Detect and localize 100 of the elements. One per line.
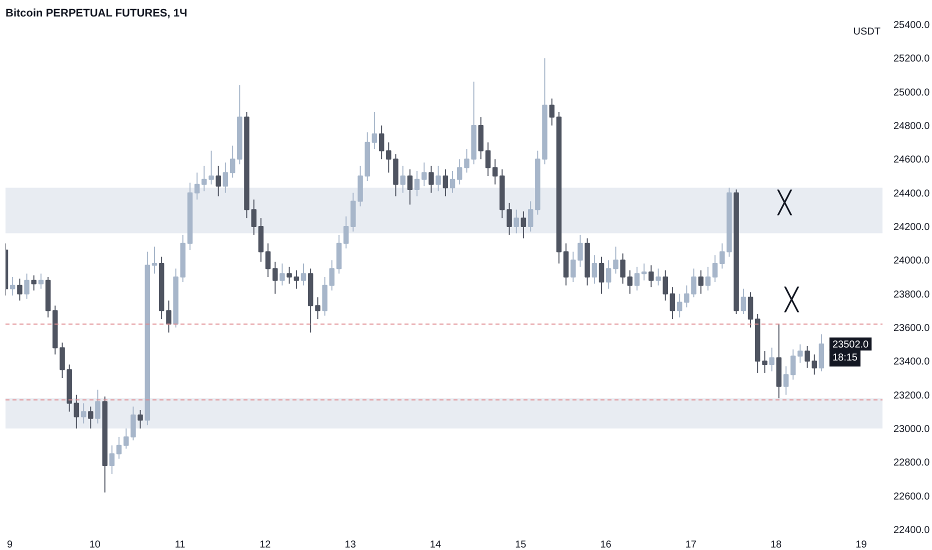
candlestick bbox=[698, 270, 704, 294]
candlestick bbox=[38, 273, 44, 290]
annotation: 18:15 bbox=[832, 352, 858, 364]
candlestick bbox=[436, 165, 441, 192]
candlestick bbox=[656, 268, 661, 286]
candlestick bbox=[166, 300, 172, 334]
candlestick bbox=[762, 350, 768, 374]
candlestick bbox=[280, 263, 285, 286]
candlestick bbox=[315, 296, 320, 320]
candlestick bbox=[95, 389, 100, 424]
annotation: 23502.0 bbox=[832, 339, 870, 350]
chart-title: Bitcoin PERPETUAL FUTURES, 1Ч bbox=[6, 8, 188, 20]
y-tick-label: 23400.0 bbox=[894, 356, 930, 368]
y-tick-label: 24600.0 bbox=[894, 154, 930, 166]
x-tick-label: 13 bbox=[344, 540, 356, 550]
candlestick bbox=[798, 344, 803, 364]
candlestick bbox=[17, 278, 22, 302]
candlestick bbox=[634, 266, 640, 291]
candlestick bbox=[400, 165, 406, 194]
x-tick-label: 10 bbox=[89, 540, 101, 550]
candlestick bbox=[620, 252, 626, 284]
x-tick-label: 11 bbox=[174, 540, 186, 550]
y-tick-label: 24800.0 bbox=[894, 121, 930, 132]
y-tick-label: 22600.0 bbox=[894, 491, 930, 502]
candlestick bbox=[684, 284, 690, 308]
x-tick-label: 15 bbox=[515, 540, 527, 550]
candlestick bbox=[378, 125, 384, 160]
candlestick bbox=[272, 261, 278, 294]
candlestick bbox=[442, 168, 448, 197]
candlestick bbox=[506, 202, 512, 236]
y-tick-label: 25400.0 bbox=[894, 20, 930, 31]
y-tick-label: 25200.0 bbox=[894, 54, 930, 65]
candlestick bbox=[627, 270, 632, 294]
y-tick-label: 24200.0 bbox=[894, 222, 930, 233]
candlestick bbox=[386, 142, 392, 174]
candlestick bbox=[464, 148, 470, 174]
x-tick-label: 18 bbox=[770, 540, 782, 550]
y-tick-label: 22400.0 bbox=[894, 525, 930, 536]
y-tick-label: 24000.0 bbox=[894, 256, 930, 267]
candlestick bbox=[343, 216, 349, 249]
candlestick bbox=[485, 142, 491, 176]
candlestick bbox=[208, 150, 214, 185]
candlestick bbox=[216, 165, 221, 197]
candlestick bbox=[705, 266, 711, 291]
candlestick bbox=[230, 145, 236, 178]
candlestick bbox=[783, 366, 789, 396]
x-tick-label: 14 bbox=[430, 540, 442, 550]
candlestick bbox=[414, 170, 420, 197]
y-tick-label: 25000.0 bbox=[894, 87, 930, 98]
candlestick bbox=[109, 444, 115, 474]
candlestick bbox=[740, 288, 746, 315]
candlestick bbox=[676, 293, 682, 318]
x-tick-label: 19 bbox=[856, 540, 868, 550]
candlestick bbox=[10, 276, 16, 296]
candlestick bbox=[592, 254, 598, 284]
x-tick-label: 16 bbox=[600, 540, 612, 550]
x-tick-label: 12 bbox=[260, 540, 272, 550]
candlestick bbox=[428, 165, 434, 194]
candlestick bbox=[80, 402, 86, 424]
candlestick bbox=[606, 260, 612, 290]
candlestick bbox=[202, 165, 207, 192]
candlestick bbox=[670, 286, 676, 320]
candlestick bbox=[450, 170, 456, 194]
candlestick bbox=[492, 158, 498, 185]
y-tick-label: 24400.0 bbox=[894, 188, 930, 200]
candlestick bbox=[422, 162, 427, 187]
candlestick bbox=[31, 274, 36, 291]
candlestick bbox=[769, 347, 774, 372]
y-tick-label: 22800.0 bbox=[894, 458, 930, 469]
candlestick bbox=[300, 263, 306, 286]
candlestick bbox=[222, 162, 228, 194]
candlestick bbox=[712, 254, 718, 283]
y-axis-title: USDT bbox=[853, 26, 881, 38]
candlestick bbox=[194, 172, 200, 200]
candlestick bbox=[598, 256, 604, 294]
candlestick bbox=[456, 158, 462, 185]
candlestick bbox=[116, 436, 122, 460]
candlestick bbox=[818, 334, 824, 372]
candlestick bbox=[520, 210, 526, 239]
annotation: ╳ bbox=[784, 286, 800, 313]
y-tick-label: 23600.0 bbox=[894, 323, 930, 334]
candlestick bbox=[812, 354, 818, 376]
candlestick bbox=[549, 98, 554, 126]
y-tick-label: 23800.0 bbox=[894, 289, 930, 300]
candlestick bbox=[286, 266, 292, 284]
candlestick bbox=[804, 346, 810, 368]
candlestick bbox=[662, 270, 668, 302]
x-tick-label: 17 bbox=[685, 540, 697, 550]
x-tick-label: 9 bbox=[6, 540, 13, 550]
candlestick bbox=[407, 168, 413, 206]
candlestick bbox=[152, 246, 158, 274]
annotation: ╳ bbox=[777, 189, 793, 216]
candlestick bbox=[74, 394, 80, 429]
candlestick bbox=[124, 428, 129, 450]
candlestick bbox=[60, 342, 65, 378]
y-tick-label: 23000.0 bbox=[894, 424, 930, 435]
candlestick bbox=[514, 209, 519, 234]
candlestick bbox=[748, 292, 754, 328]
candlestick bbox=[265, 242, 271, 278]
candlestick bbox=[138, 409, 143, 429]
